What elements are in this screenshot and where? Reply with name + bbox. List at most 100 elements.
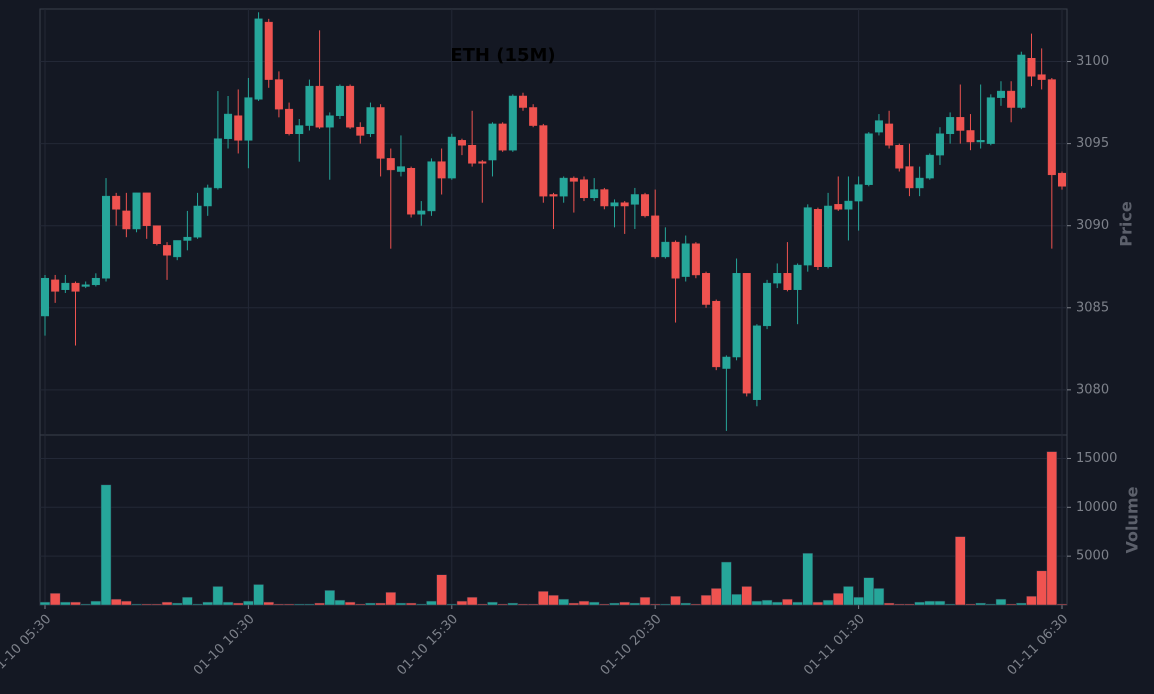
volume-bar (883, 602, 895, 606)
volume-bar (487, 601, 498, 606)
volume-bar (904, 603, 915, 606)
volume-bar (863, 577, 875, 606)
y-tick-label: 3080 (1076, 382, 1109, 397)
volume-bar (670, 595, 681, 606)
candle-body (773, 273, 782, 284)
volume-bar (812, 601, 824, 606)
candle-body (864, 133, 873, 185)
volume-bar (578, 600, 590, 606)
volume-bar (151, 603, 163, 606)
volume-bar (629, 602, 641, 606)
candle-body (508, 95, 517, 151)
candle-body (742, 273, 751, 394)
candle-body (874, 120, 883, 133)
volume-bar (853, 596, 864, 606)
candle-body (529, 107, 538, 126)
volume-bar (314, 602, 325, 606)
volume-bar (456, 600, 468, 606)
volume-bar (710, 588, 722, 606)
candle-body (661, 241, 670, 258)
candle-body (112, 195, 121, 210)
candle-body (407, 167, 416, 215)
volume-bar (975, 602, 986, 606)
candle-body (752, 325, 761, 400)
candle-body (824, 205, 833, 267)
volume-bar (39, 601, 51, 606)
candle-body (193, 205, 202, 238)
candle-body (91, 277, 100, 286)
volume-bar (731, 594, 742, 606)
volume-bar (344, 601, 356, 606)
volume-bar (121, 600, 132, 606)
candle-body (376, 107, 385, 159)
volume-bar (721, 561, 732, 606)
volume-bar (527, 603, 539, 606)
candle-body (1027, 57, 1036, 77)
marks (39, 12, 1068, 606)
candle-body (1037, 74, 1046, 80)
candle-body (569, 177, 578, 182)
candle-body (488, 123, 497, 161)
candle-body (285, 108, 294, 135)
candle-body (590, 189, 599, 199)
candle-body (61, 282, 70, 290)
candle-body (254, 18, 263, 100)
candle-body (457, 140, 466, 146)
candle-body (244, 97, 253, 141)
candle-body (1047, 79, 1056, 176)
volume-bar (934, 600, 946, 606)
candle-body (224, 113, 233, 139)
volume-bar (80, 603, 91, 606)
candle-body (346, 85, 355, 128)
candle-body (834, 204, 843, 210)
volume-bar (588, 601, 600, 606)
volume-bar (833, 593, 844, 606)
volume-bar (894, 603, 905, 606)
candle-body (437, 161, 446, 179)
volume-bar (497, 603, 508, 606)
candle-body (966, 130, 975, 143)
y-tick-label: 3100 (1076, 54, 1109, 69)
candle-body (335, 85, 344, 116)
candle-body (905, 166, 914, 189)
y-tick-label: 3095 (1076, 136, 1109, 151)
y-tick-label: 3090 (1076, 218, 1109, 233)
volume-bar (649, 603, 661, 606)
volume-bar (324, 590, 336, 606)
candle-body (71, 282, 80, 292)
volume-bar (558, 598, 569, 606)
grid (40, 9, 1071, 609)
candle-body (935, 133, 944, 156)
volume-bar (141, 603, 152, 606)
volume-bar (822, 599, 834, 606)
chart-title: ETH (15M) (450, 45, 555, 66)
volume-bar (639, 596, 651, 606)
volume-bar (873, 588, 885, 606)
volume-bar (426, 600, 437, 606)
volume-bar (741, 586, 752, 606)
candle-body (976, 140, 985, 143)
candle-body (478, 161, 487, 164)
volume-bar (538, 591, 549, 606)
candle-body (803, 207, 812, 266)
candle-body (183, 236, 192, 241)
volume-bar (416, 603, 427, 606)
candle-body (610, 202, 619, 207)
candle-body (630, 194, 639, 205)
volume-bar (263, 601, 274, 606)
candle-body (559, 177, 568, 197)
volume-bar (405, 602, 417, 606)
volume-bar (304, 603, 315, 606)
volume-bar (375, 602, 386, 606)
volume-bar (232, 602, 244, 606)
volume-bar (334, 599, 346, 606)
volume-bar (843, 586, 854, 606)
volume-bar (995, 598, 1007, 606)
volume-bar (60, 601, 71, 606)
volume-bar (436, 574, 447, 606)
volume-bar (70, 601, 81, 606)
volume-bar (1005, 603, 1017, 606)
candle-body (681, 243, 690, 277)
